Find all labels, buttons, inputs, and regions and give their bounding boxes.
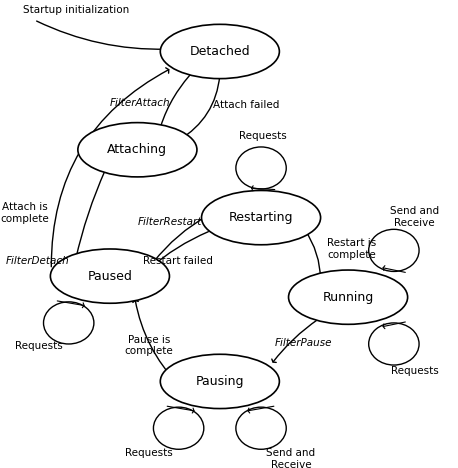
Text: FilterRestart: FilterRestart (137, 217, 202, 227)
Text: Requests: Requests (125, 448, 173, 458)
Text: Pausing: Pausing (196, 375, 244, 388)
Text: Detached: Detached (190, 45, 250, 58)
Text: FilterPause: FilterPause (274, 337, 332, 348)
Text: Send and
Receive: Send and Receive (266, 448, 316, 468)
Text: Restarting: Restarting (229, 211, 293, 224)
Text: Attach failed: Attach failed (213, 100, 279, 110)
Text: Send and
Receive: Send and Receive (390, 206, 439, 228)
Ellipse shape (160, 24, 279, 79)
Ellipse shape (50, 249, 169, 303)
Ellipse shape (289, 270, 408, 324)
Text: Pause is
complete: Pause is complete (125, 335, 173, 356)
Text: FilterAttach: FilterAttach (109, 98, 170, 108)
Text: FilterDetach: FilterDetach (5, 256, 69, 266)
Text: Restart failed: Restart failed (143, 256, 213, 266)
Text: Running: Running (322, 291, 374, 304)
Text: Attaching: Attaching (107, 143, 168, 156)
Text: Requests: Requests (240, 132, 287, 141)
Ellipse shape (160, 354, 279, 409)
Text: Startup initialization: Startup initialization (23, 6, 129, 15)
Ellipse shape (202, 190, 321, 245)
Ellipse shape (78, 123, 197, 177)
Text: Requests: Requests (391, 366, 438, 376)
Text: Restart is
complete: Restart is complete (327, 238, 377, 260)
Text: Requests: Requests (15, 341, 63, 351)
Text: Paused: Paused (87, 270, 132, 283)
Text: Attach is
complete: Attach is complete (1, 202, 49, 224)
